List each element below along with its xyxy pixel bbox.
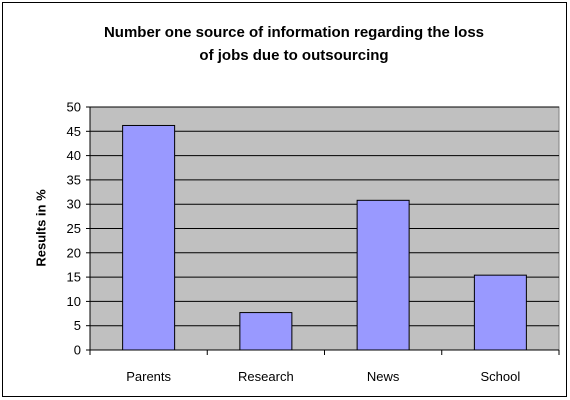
y-tick-label: 25: [67, 221, 81, 236]
bar-parents: [122, 124, 176, 351]
chart-title-line-1: Number one source of information regardi…: [103, 24, 485, 41]
x-tick-labels: Parents Research News School: [126, 369, 520, 384]
x-tick-label: News: [367, 369, 400, 384]
y-tick-label: 0: [74, 343, 81, 358]
bars: [122, 124, 527, 351]
y-tick-label: 30: [67, 197, 81, 212]
bar-research: [239, 312, 293, 351]
bar-school: [473, 274, 527, 351]
chart-title: Number one source of information regardi…: [40, 21, 548, 67]
bar-news: [356, 199, 410, 351]
y-tick-label: 40: [67, 148, 81, 163]
x-tick-label: Research: [238, 369, 294, 384]
x-tick-label: School: [481, 369, 521, 384]
y-tick-label: 15: [67, 270, 81, 285]
y-tick-label: 20: [67, 245, 81, 260]
chart-title-line-2: of jobs due to outsourcing: [199, 47, 389, 64]
x-tick-label: Parents: [126, 369, 171, 384]
y-tick-labels: 0 5 10 15 20 25 30 35 40 45 50: [67, 100, 81, 358]
y-tick-label: 35: [67, 172, 81, 187]
y-tick-label: 10: [67, 294, 81, 309]
y-tick-label: 45: [67, 124, 81, 139]
y-tick-label: 50: [67, 100, 81, 115]
y-tick-label: 5: [74, 318, 81, 333]
axes: [86, 106, 560, 355]
